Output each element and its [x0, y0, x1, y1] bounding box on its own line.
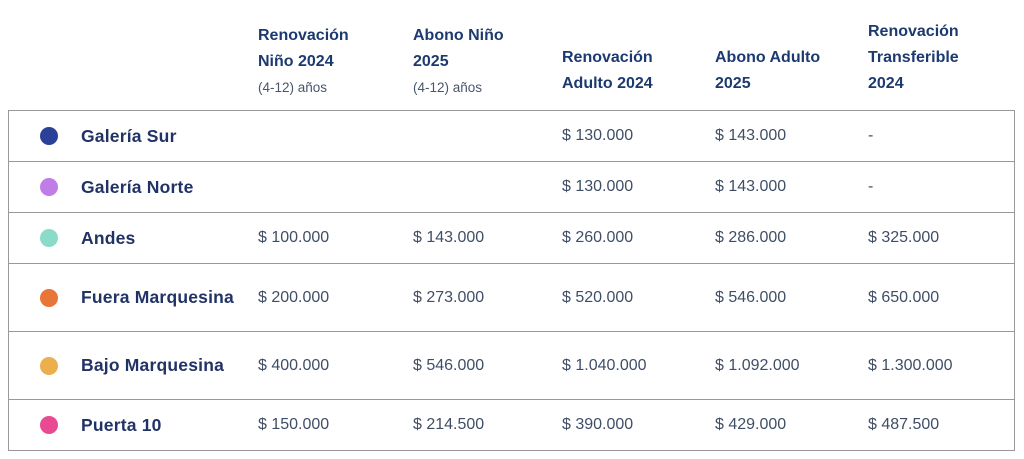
- price-cell: $ 325.000: [868, 229, 940, 246]
- column-title-line: Niño 2024: [258, 53, 334, 70]
- column-header-abono-adulto-2025: Abono Adulto 2025: [715, 45, 868, 97]
- column-header-renovacion-transferible-2024: Renovación Transferible 2024: [868, 19, 1015, 97]
- section-name-cell: Bajo Marquesina: [9, 354, 258, 377]
- section-name: Puerta 10: [81, 414, 162, 435]
- price-cell: $ 200.000: [258, 288, 330, 306]
- price-cell: $ 650.000: [868, 288, 940, 306]
- column-title-line: 2025: [715, 75, 751, 92]
- column-title: Abono Niño 2025: [413, 23, 554, 75]
- price-cell: -: [868, 178, 874, 195]
- section-name-cell: Andes: [9, 227, 258, 250]
- pricing-table: Galería Sur $ 130.000 $ 143.000 - Galerí…: [8, 110, 1015, 451]
- price-cell: $ 273.000: [413, 288, 485, 306]
- section-name: Galería Norte: [81, 176, 194, 197]
- price-cell: -: [868, 127, 874, 144]
- section-name-cell: Fuera Marquesina: [9, 286, 258, 309]
- section-color-dot: [40, 356, 58, 375]
- section-color-dot: [40, 127, 58, 145]
- price-cell: $ 520.000: [562, 288, 634, 306]
- section-name: Bajo Marquesina: [81, 355, 225, 376]
- column-title-line: Abono Niño: [413, 27, 504, 44]
- price-cell: $ 214.500: [413, 416, 485, 433]
- price-cell: $ 1.092.000: [715, 356, 800, 374]
- column-header-renovacion-adulto-2024: Renovación Adulto 2024: [562, 45, 715, 97]
- column-title: Renovación Transferible 2024: [868, 19, 1007, 97]
- column-title-line: Renovación: [868, 23, 959, 40]
- column-title-line: Transferible: [868, 49, 959, 66]
- price-cell: $ 487.500: [868, 416, 940, 433]
- price-cell: $ 1.040.000: [562, 356, 647, 374]
- table-row-fuera-marquesina: Fuera Marquesina $ 200.000 $ 273.000 $ 5…: [9, 263, 1014, 331]
- table-row-andes: Andes $ 100.000 $ 143.000 $ 260.000 $ 28…: [9, 212, 1014, 263]
- section-color-dot: [40, 288, 58, 307]
- price-cell: $ 546.000: [715, 288, 787, 306]
- price-cell: $ 143.000: [715, 127, 787, 144]
- price-cell: $ 1.300.000: [868, 356, 953, 374]
- price-cell: $ 429.000: [715, 416, 787, 433]
- column-title: Renovación Adulto 2024: [562, 45, 707, 97]
- price-cell: $ 100.000: [258, 229, 330, 246]
- section-name-cell: Galería Sur: [9, 125, 258, 148]
- price-cell: $ 390.000: [562, 416, 634, 433]
- price-cell: $ 260.000: [562, 229, 634, 246]
- column-title-line: 2025: [413, 53, 449, 70]
- table-row-galeria-norte: Galería Norte $ 130.000 $ 143.000 -: [9, 161, 1014, 212]
- price-cell: $ 143.000: [715, 178, 787, 195]
- column-title-line: 2024: [868, 75, 904, 92]
- section-name-cell: Puerta 10: [9, 414, 258, 437]
- section-name: Galería Sur: [81, 125, 177, 146]
- price-cell: $ 143.000: [413, 229, 485, 246]
- section-name-cell: Galería Norte: [9, 176, 258, 199]
- price-cell: $ 286.000: [715, 229, 787, 246]
- column-age-note: (4-12) años: [258, 80, 328, 95]
- section-name: Fuera Marquesina: [81, 287, 234, 308]
- column-header-renovacion-nino-2024: Renovación Niño 2024 (4-12) años: [258, 23, 413, 97]
- column-title-line: Abono Adulto: [715, 49, 821, 66]
- section-color-dot: [40, 416, 58, 434]
- table-header: Renovación Niño 2024 (4-12) años Abono N…: [8, 0, 1015, 110]
- price-cell: $ 400.000: [258, 356, 330, 374]
- column-title-line: Renovación: [562, 49, 653, 66]
- price-cell: $ 130.000: [562, 178, 634, 195]
- table-row-bajo-marquesina: Bajo Marquesina $ 400.000 $ 546.000 $ 1.…: [9, 331, 1014, 399]
- table-row-puerta-10: Puerta 10 $ 150.000 $ 214.500 $ 390.000 …: [9, 399, 1014, 450]
- column-age-note: (4-12) años: [413, 80, 483, 95]
- price-cell: $ 150.000: [258, 416, 330, 433]
- section-color-dot: [40, 229, 58, 247]
- table-row-galeria-sur: Galería Sur $ 130.000 $ 143.000 -: [9, 111, 1014, 161]
- price-cell: $ 546.000: [413, 356, 485, 374]
- column-title-line: Adulto 2024: [562, 75, 653, 92]
- column-title-line: Renovación: [258, 27, 349, 44]
- price-cell: $ 130.000: [562, 127, 634, 144]
- column-title: Abono Adulto 2025: [715, 45, 860, 97]
- section-color-dot: [40, 178, 58, 196]
- section-name: Andes: [81, 227, 136, 248]
- column-title: Renovación Niño 2024: [258, 23, 405, 75]
- column-header-abono-nino-2025: Abono Niño 2025 (4-12) años: [413, 23, 562, 97]
